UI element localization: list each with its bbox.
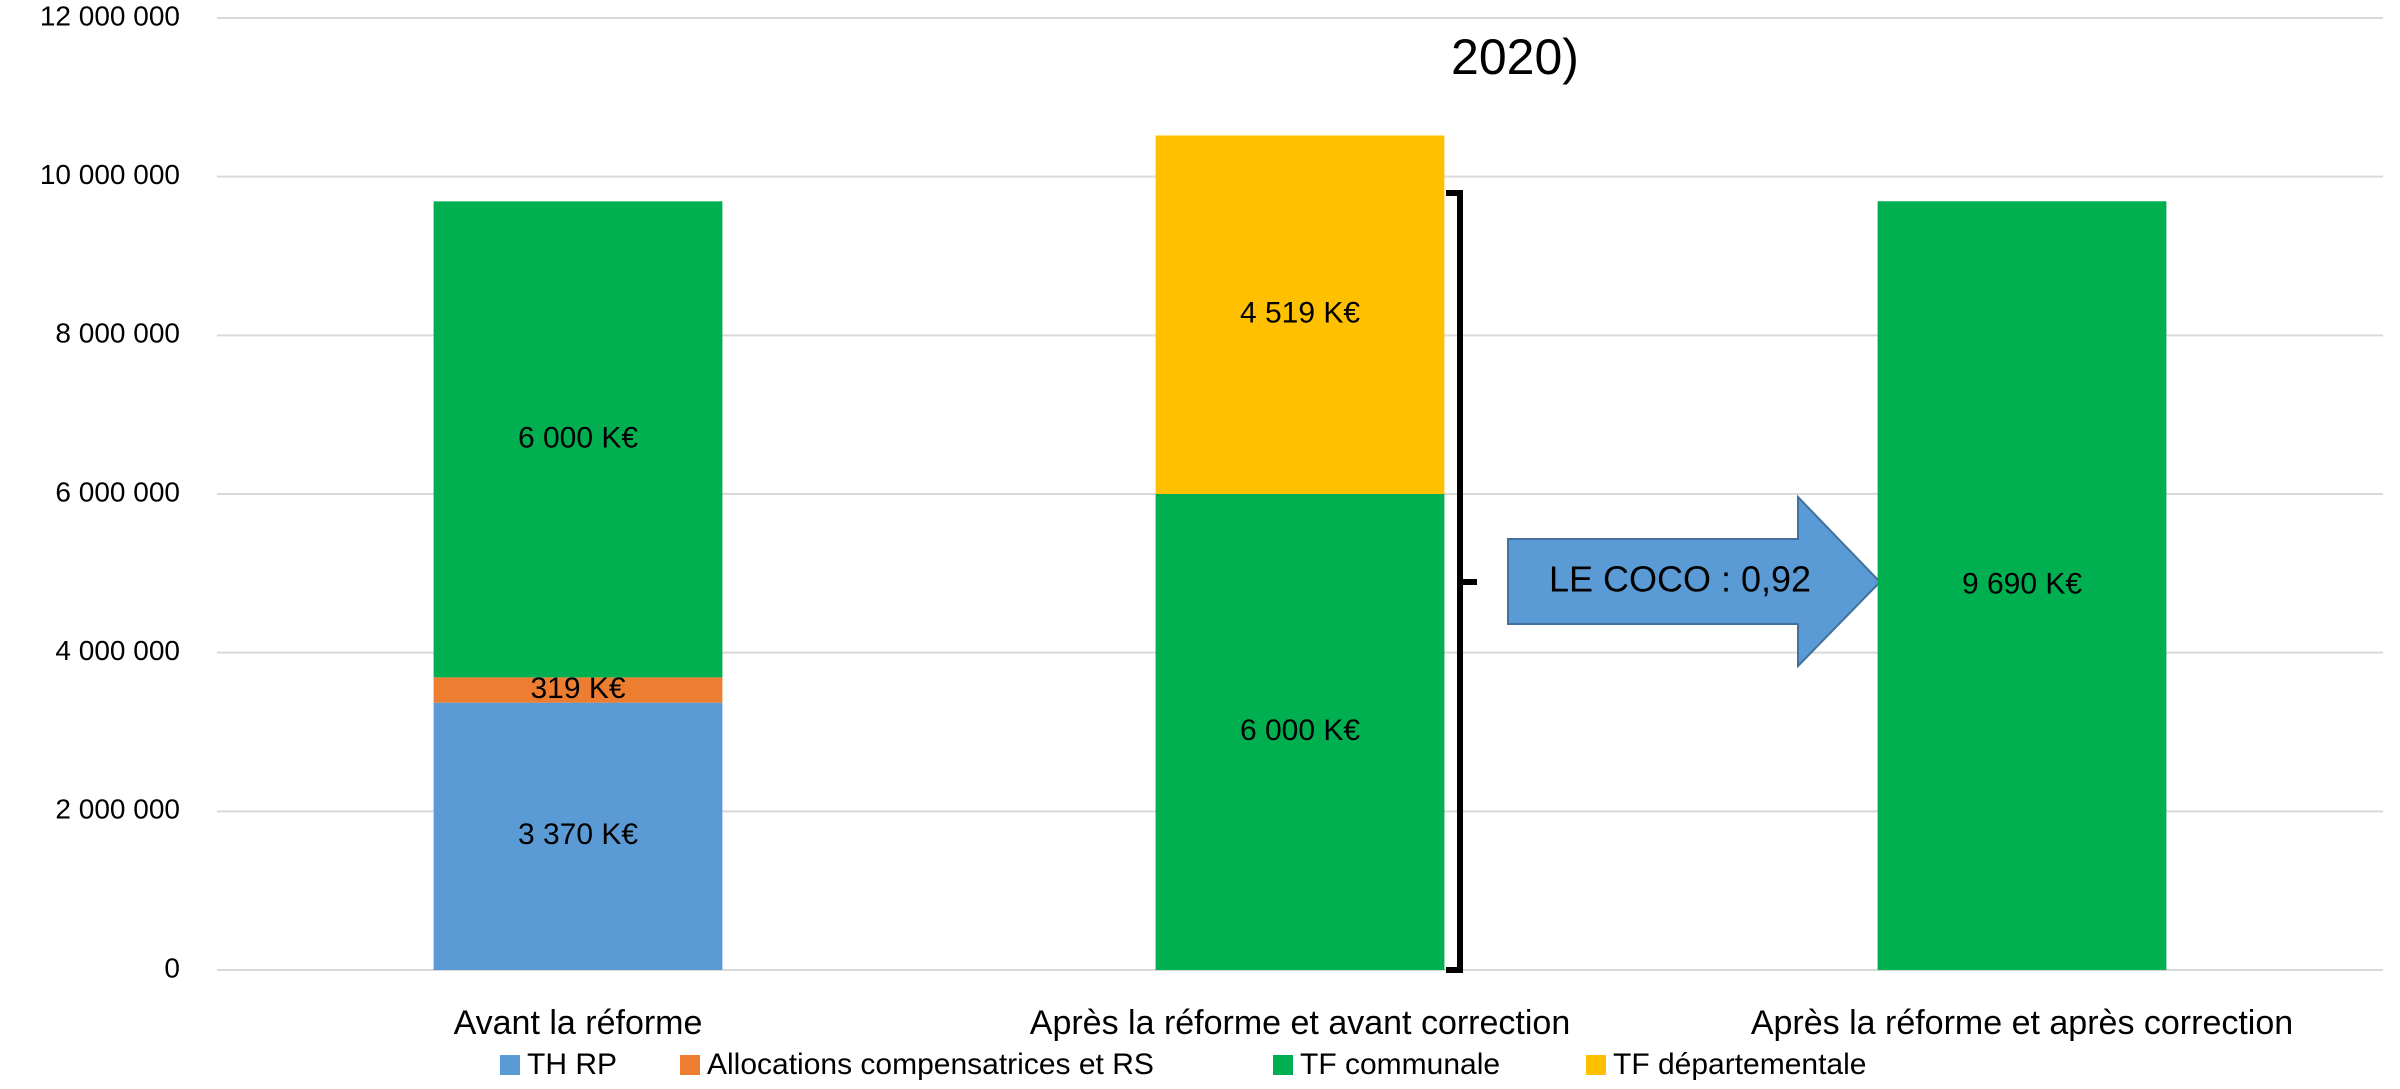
x-tick-label: Après la réforme et après correction [1751,1004,2293,1042]
bar-segment [1155,494,1445,970]
bar-segment [433,201,723,678]
x-tick-label: Après la réforme et avant correction [1030,1004,1570,1042]
data-label: 3 370 K€ [518,818,638,851]
y-tick-label: 10 000 000 [40,159,180,190]
y-tick-label: 6 000 000 [55,476,180,507]
legend-label: TF communale [1300,1048,1500,1081]
x-tick-label: Avant la réforme [454,1004,703,1042]
arrow [1507,494,1882,669]
data-label: 319 K€ [530,672,625,705]
y-tick-label: 12 000 000 [40,0,180,31]
bar-segment [1155,135,1445,494]
data-label: 6 000 K€ [518,421,638,454]
legend-label: TH RP [527,1048,617,1081]
y-tick-label: 4 000 000 [55,635,180,666]
legend-swatch [680,1055,700,1075]
bar-segment [433,702,723,970]
legend-swatch [1586,1055,1606,1075]
legend-swatch [1273,1055,1293,1075]
chart-title: 2020) [1451,29,1579,85]
y-tick-label: 8 000 000 [55,318,180,349]
data-label: 6 000 K€ [1240,714,1360,747]
data-label: 9 690 K€ [1962,568,2082,601]
annotation: LE COCO : 0,92 [1549,559,1811,600]
bar-segment [1877,201,2167,970]
y-tick-label: 2 000 000 [55,794,180,825]
legend-label: TF départementale [1613,1048,1866,1081]
legend-label: Allocations compensatrices et RS [707,1048,1154,1081]
y-tick-label: 0 [164,952,180,983]
legend-swatch [500,1055,520,1075]
data-label: 4 519 K€ [1240,297,1360,330]
bar-segment [433,677,723,703]
bracket [1446,190,1477,973]
